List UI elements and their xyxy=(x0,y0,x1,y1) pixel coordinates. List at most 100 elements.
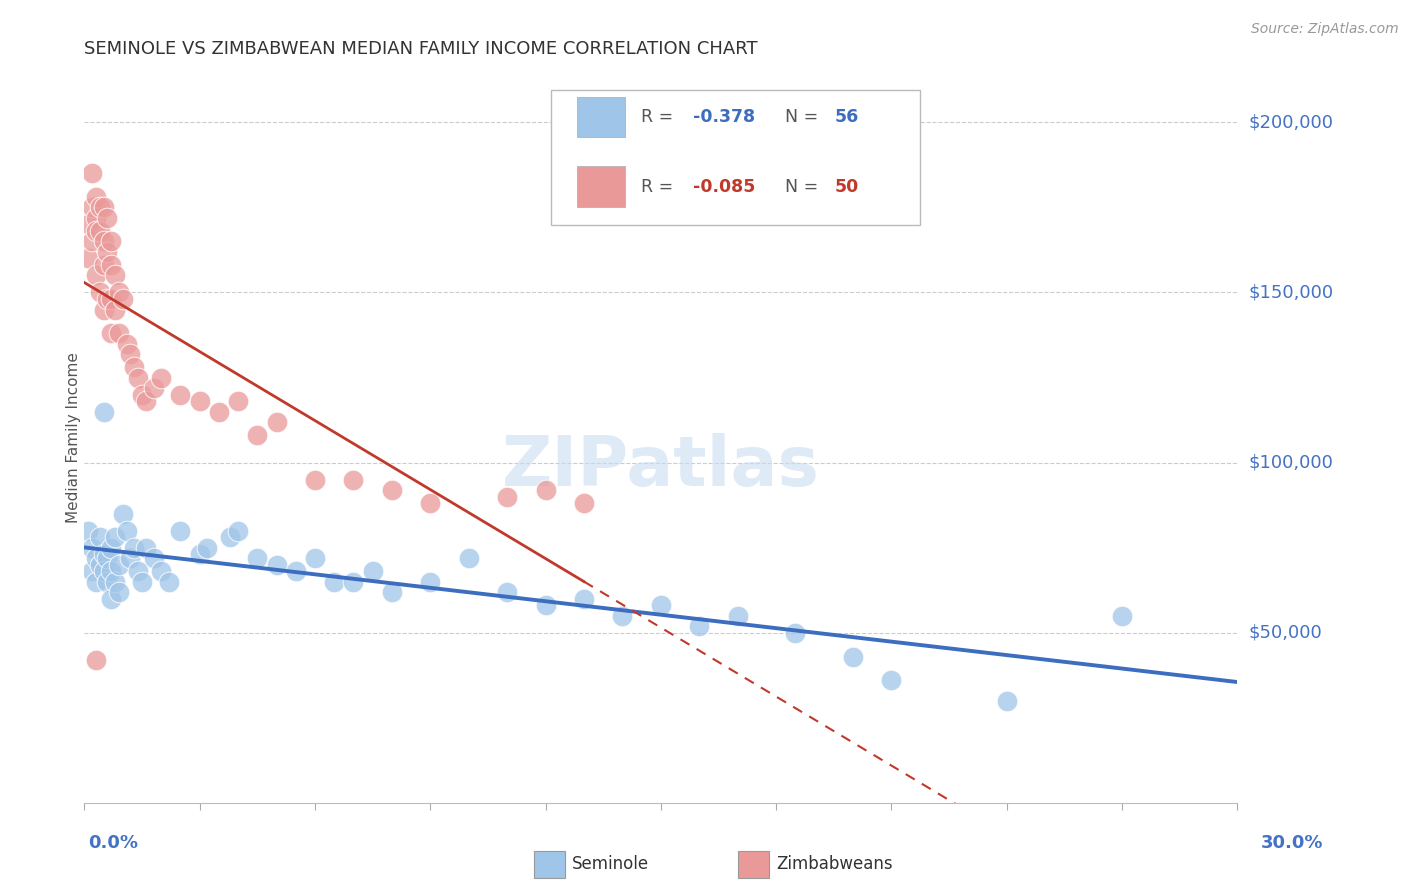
Point xyxy=(188,548,211,562)
Point xyxy=(104,574,127,589)
Text: 30.0%: 30.0% xyxy=(1261,834,1323,852)
Point xyxy=(108,285,131,300)
Point xyxy=(89,531,111,545)
Point xyxy=(785,625,807,640)
Text: Source: ZipAtlas.com: Source: ZipAtlas.com xyxy=(1251,22,1399,37)
Text: $150,000: $150,000 xyxy=(1249,284,1334,301)
Point xyxy=(727,608,749,623)
Point xyxy=(226,394,249,409)
Point xyxy=(100,293,122,307)
Point xyxy=(96,550,118,565)
Point xyxy=(104,268,127,283)
Point xyxy=(381,483,404,497)
Point xyxy=(89,285,111,300)
Point xyxy=(150,370,173,384)
Point xyxy=(100,565,122,579)
Point xyxy=(80,201,103,215)
Point xyxy=(150,565,173,579)
Point xyxy=(131,574,153,589)
Point xyxy=(124,360,146,375)
Point xyxy=(266,558,288,572)
Point xyxy=(323,574,346,589)
Point xyxy=(361,565,384,579)
Text: N =: N = xyxy=(773,108,824,126)
Point xyxy=(188,394,211,409)
Point xyxy=(842,649,865,664)
Point xyxy=(496,585,519,599)
Point xyxy=(100,591,122,606)
Point xyxy=(96,293,118,307)
Point xyxy=(84,211,107,225)
Point xyxy=(995,694,1018,708)
Point xyxy=(195,541,218,555)
Point xyxy=(120,550,142,565)
Point xyxy=(77,252,100,266)
Point xyxy=(534,599,557,613)
Point xyxy=(108,326,131,341)
Point xyxy=(111,507,134,521)
Point xyxy=(80,166,103,180)
Point xyxy=(124,541,146,555)
Point xyxy=(572,496,595,510)
Point xyxy=(127,565,149,579)
Point xyxy=(104,302,127,317)
Text: 0.0%: 0.0% xyxy=(89,834,139,852)
Point xyxy=(115,336,138,351)
Point xyxy=(89,201,111,215)
Point xyxy=(96,211,118,225)
Point xyxy=(96,244,118,259)
Point xyxy=(96,574,118,589)
Text: $200,000: $200,000 xyxy=(1249,113,1334,131)
Point xyxy=(650,599,672,613)
Point xyxy=(100,541,122,555)
Text: N =: N = xyxy=(773,178,824,195)
Point xyxy=(80,541,103,555)
Point xyxy=(127,370,149,384)
Point xyxy=(89,558,111,572)
Point xyxy=(246,428,269,442)
Point xyxy=(93,258,115,272)
Point xyxy=(100,258,122,272)
Point xyxy=(104,531,127,545)
Point xyxy=(100,235,122,249)
Text: ZIPatlas: ZIPatlas xyxy=(502,433,820,500)
Point xyxy=(219,531,242,545)
Point xyxy=(342,473,364,487)
Point xyxy=(93,235,115,249)
Point xyxy=(880,673,903,688)
Point xyxy=(169,387,191,401)
Y-axis label: Median Family Income: Median Family Income xyxy=(66,351,80,523)
Point xyxy=(108,585,131,599)
Point xyxy=(496,490,519,504)
Point xyxy=(1111,608,1133,623)
Point xyxy=(120,347,142,361)
FancyBboxPatch shape xyxy=(551,89,920,225)
FancyBboxPatch shape xyxy=(576,97,626,137)
Text: Zimbabweans: Zimbabweans xyxy=(776,855,893,873)
Point xyxy=(688,619,710,633)
Point xyxy=(115,524,138,538)
Point xyxy=(108,558,131,572)
Point xyxy=(142,381,165,395)
Point xyxy=(419,496,441,510)
Point xyxy=(135,394,157,409)
Point xyxy=(457,550,479,565)
Point xyxy=(84,224,107,238)
Text: SEMINOLE VS ZIMBABWEAN MEDIAN FAMILY INCOME CORRELATION CHART: SEMINOLE VS ZIMBABWEAN MEDIAN FAMILY INC… xyxy=(84,40,758,58)
Point xyxy=(304,473,326,487)
Text: -0.085: -0.085 xyxy=(693,178,755,195)
Point xyxy=(381,585,404,599)
Text: Seminole: Seminole xyxy=(572,855,650,873)
Point xyxy=(284,565,307,579)
Point xyxy=(100,326,122,341)
Point xyxy=(80,565,103,579)
Point xyxy=(84,653,107,667)
Text: $100,000: $100,000 xyxy=(1249,454,1334,472)
Point xyxy=(304,550,326,565)
Point xyxy=(208,404,231,418)
Point xyxy=(534,483,557,497)
Point xyxy=(93,548,115,562)
Text: $50,000: $50,000 xyxy=(1249,624,1323,641)
Text: 50: 50 xyxy=(835,178,859,195)
FancyBboxPatch shape xyxy=(576,167,626,207)
